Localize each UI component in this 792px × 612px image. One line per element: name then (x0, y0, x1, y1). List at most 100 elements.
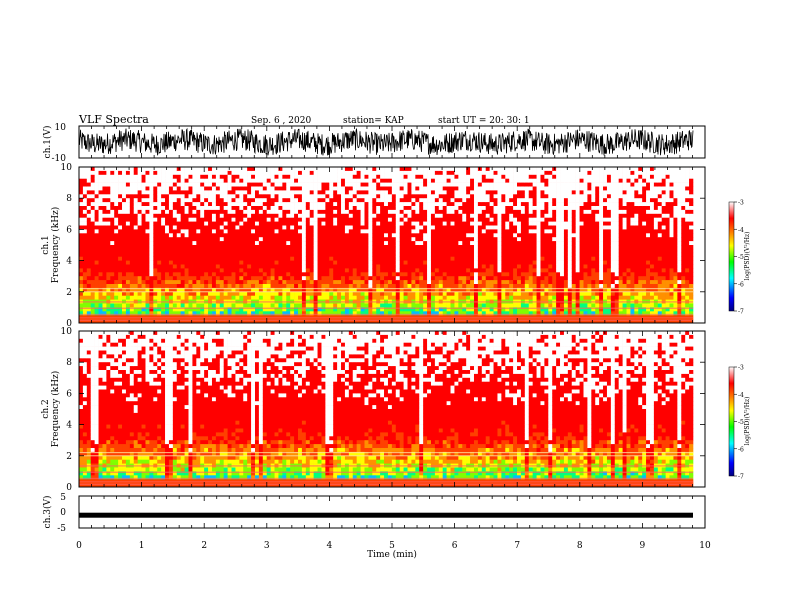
ch1-spectrogram-cell (192, 268, 197, 273)
ch1-spectrogram-cell (301, 260, 307, 265)
ch1-spectrogram-cell (200, 268, 205, 273)
ch1-spectrogram-cell (317, 241, 322, 246)
ch1-spectrogram-cell (520, 307, 526, 312)
ch1-spectrogram-cell (86, 237, 92, 242)
ch1-spectrogram-cell (157, 229, 162, 234)
ch1-spectrogram-cell (176, 170, 181, 176)
ch1-spectrogram-cell (208, 307, 213, 312)
ch1-spectrogram-cell (509, 174, 514, 179)
ch1-spectrogram-cell (348, 233, 354, 238)
ch1-spectrogram-cell (532, 221, 537, 226)
ch1-spectrogram-cell (411, 284, 416, 289)
ch1-spectrogram-cell (196, 319, 201, 323)
ch1-spectrogram-cell (294, 221, 299, 226)
ch1-spectrogram-cell (204, 256, 209, 261)
ch1-spectrogram-cell (286, 307, 291, 312)
ch1-spectrogram-cell (458, 319, 463, 323)
ch1-spectrogram-cell (427, 233, 432, 238)
ch1-spectrogram-cell (348, 248, 354, 254)
ch1-spectrogram-cell (419, 237, 424, 242)
ch1-spectrogram-cell (262, 252, 268, 257)
ch1-spectrogram-cell (329, 178, 334, 183)
ch1-spectrogram-cell (231, 295, 236, 300)
ch1-spectrogram-cell (481, 291, 487, 296)
ch1-spectrogram-cell (368, 280, 373, 285)
ch1-spectrogram-cell (286, 202, 291, 207)
ch1-spectrogram-cell (532, 241, 537, 246)
ch1-spectrogram-cell (352, 268, 357, 273)
ch1-spectrogram-cell (118, 170, 123, 176)
ch1-spectrogram-cell (466, 209, 471, 215)
ch1-spectrogram-cell (430, 248, 436, 254)
ch1-spectrogram-cell (235, 252, 240, 257)
ch1-spectrogram-cell (352, 213, 357, 218)
ch1-spectrogram-cell (129, 209, 135, 215)
ch1-spectrogram-cell (215, 186, 221, 191)
ch1-spectrogram-cell (274, 315, 279, 320)
ch1-spectrogram-cell (430, 319, 436, 323)
ch1-spectrogram-cell (419, 295, 424, 300)
ch1-spectrogram-cell (161, 280, 166, 285)
ch1-spectrogram-cell (266, 213, 271, 218)
ch1-spectrogram-cell (270, 178, 275, 183)
ch1-spectrogram-cell (481, 198, 487, 203)
ch1-spectrogram-cell (270, 198, 275, 203)
ch1-spectrogram-cell (536, 248, 541, 254)
ch1-spectrogram-cell (106, 174, 111, 179)
ch1-spectrogram-cell (258, 221, 264, 226)
ch1-spectrogram-cell (321, 291, 326, 296)
ch1-spectrogram-cell (114, 245, 119, 250)
ch1-spectrogram-cell (473, 209, 479, 215)
ch1-spectrogram-cell (243, 178, 248, 183)
ch1-spectrogram-cell (149, 287, 154, 293)
ch1-spectrogram-cell (258, 268, 264, 273)
ch1-spectrogram-cell (313, 272, 318, 277)
ch1-spectrogram-cell (352, 252, 357, 257)
ch1-spectrogram-cell (384, 248, 389, 254)
ch1-spectrogram-cell (423, 229, 428, 234)
ch1-spectrogram-cell (165, 256, 170, 261)
ch1-spectrogram-cell (305, 186, 311, 191)
ch1-spectrogram-cell (477, 186, 483, 191)
ch1-spectrogram-cell (505, 182, 510, 187)
ch1-spectrogram-cell (548, 311, 553, 316)
ch1-spectrogram-cell (384, 319, 389, 323)
ch1-spectrogram-cell (266, 303, 271, 308)
ch1-spectrogram-cell (450, 202, 455, 207)
ch1-spectrogram-cell (528, 167, 533, 172)
ch1-spectrogram-cell (79, 186, 84, 191)
ch1-spectrogram-cell (110, 190, 115, 195)
ch1-spectrogram-cell (79, 248, 84, 254)
ch1-spectrogram-cell (341, 284, 346, 289)
ch1-spectrogram-cell (368, 311, 373, 316)
ch1-spectrogram-cell (278, 291, 283, 296)
ch1-spectrogram-cell (110, 241, 115, 246)
ch1-spectrogram-cell (356, 202, 361, 207)
ch1-spectrogram-cell (333, 311, 338, 316)
ch1-spectrogram-cell (427, 225, 432, 230)
ch1-spectrogram-cell (192, 319, 197, 323)
ch1-spectrogram-cell (192, 170, 197, 176)
ch1-spectrogram-cell (430, 167, 436, 172)
ch1-spectrogram-cell (544, 233, 549, 238)
ch1-spectrogram-cell (223, 225, 228, 230)
ch1-spectrogram-cell (505, 237, 510, 242)
ch1-spectrogram-cell (427, 248, 432, 254)
ch1-spectrogram-cell (450, 284, 455, 289)
ch1-spectrogram-cell (380, 260, 385, 265)
ch1-spectrogram-cell (376, 276, 381, 281)
ch1-spectrogram-cell (270, 284, 275, 289)
ch1-spectrogram-cell (423, 167, 428, 172)
ch1-spectrogram-cell (356, 256, 361, 261)
ch1-spectrogram-cell (168, 311, 174, 316)
ch1-spectrogram-cell (395, 221, 400, 226)
ch1-spectrogram-cell (470, 260, 475, 265)
ch1-spectrogram-cell (415, 194, 420, 199)
ch1-spectrogram-cell (102, 194, 107, 199)
ch1-spectrogram-cell (415, 276, 420, 281)
ch1-spectrogram-cell (497, 248, 502, 254)
ch1-spectrogram-cell (423, 280, 428, 285)
ch1-spectrogram-cell (423, 284, 428, 289)
ch1-spectrogram-cell (125, 241, 131, 246)
ch1-spectrogram-cell (380, 186, 385, 191)
